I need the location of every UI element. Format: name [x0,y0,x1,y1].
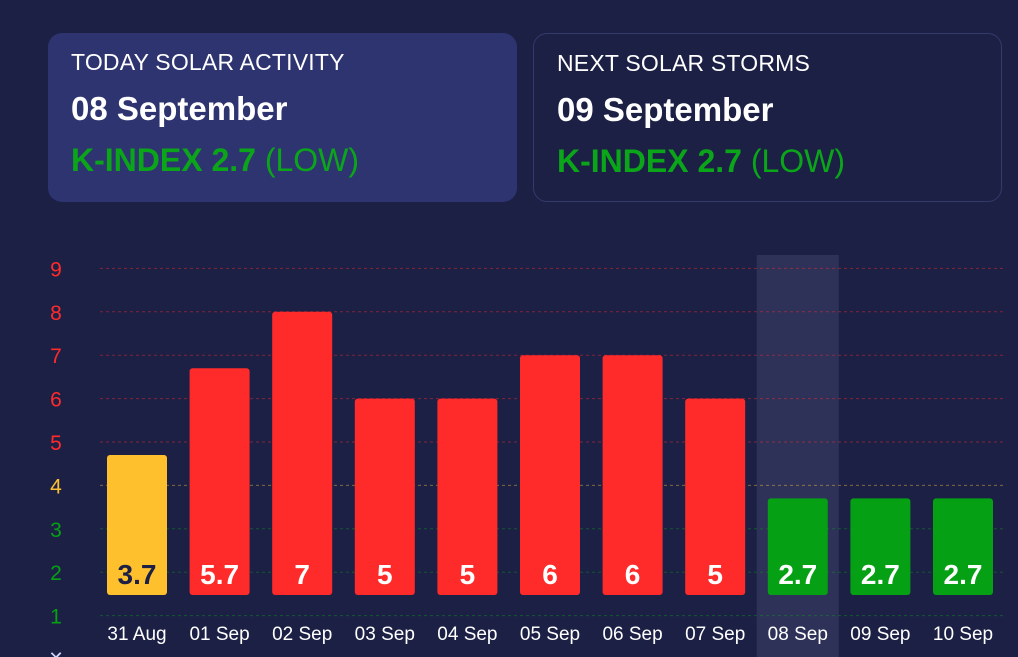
y-tick-5: 5 [50,432,62,455]
bar-4 [437,398,498,595]
bar-value-label-10: 2.7 [944,559,983,590]
highlight-band [756,255,839,657]
today-card-label: TODAY SOLAR ACTIVITY [71,49,345,75]
x-tick-label-7: 07 Sep [685,624,745,645]
today-kindex-level: (LOW) [264,142,360,178]
bar-8 [767,498,828,595]
next-kindex-level: (LOW) [750,143,846,179]
bar-9 [850,498,911,595]
x-tick-label-2: 02 Sep [272,624,332,645]
next-card-kindex: K-INDEX 2.7 (LOW) [557,143,1001,180]
bar-5 [520,355,580,595]
bar-0 [107,455,167,595]
bar-value-label-2: 7 [294,559,310,590]
y-tick-6: 6 [50,389,62,412]
bar-value-label-5: 6 [542,559,558,590]
bar-value-label-8: 2.7 [778,559,817,590]
y-tick-9: 9 [50,258,62,281]
x-tick-label-5: 05 Sep [520,624,580,645]
next-card-date: 09 September [557,91,774,128]
today-card-kindex: K-INDEX 2.7 (LOW) [71,142,517,179]
bar-3 [354,398,415,595]
next-card-label: NEXT SOLAR STORMS [557,50,811,76]
y-tick-4: 4 [50,475,62,498]
bar-value-label-6: 6 [625,559,641,590]
x-tick-label-1: 01 Sep [189,624,249,645]
x-tick-label-8: 08 Sep [768,624,828,645]
bar-value-label-1: 5.7 [200,559,239,590]
x-tick-label-0: 31 Aug [107,624,166,645]
bar-value-label-3: 5 [377,559,393,590]
bar-6 [602,355,663,595]
bar-1 [189,368,250,595]
y-tick-8: 8 [50,302,62,325]
x-tick-label-9: 09 Sep [850,624,910,645]
next-storms-card: NEXT SOLAR STORMS 09 September K-INDEX 2… [533,33,1002,202]
bar-7 [685,398,746,595]
bar-2 [272,311,333,595]
bar-value-label-9: 2.7 [861,559,900,590]
close-icon: ✕ [48,648,63,657]
bar-value-label-4: 5 [460,559,476,590]
y-tick-3: 3 [50,519,62,542]
next-kindex-value: K-INDEX 2.7 [557,143,742,179]
x-tick-label-6: 06 Sep [602,624,662,645]
x-tick-label-3: 03 Sep [355,624,415,645]
today-kindex-value: K-INDEX 2.7 [71,142,256,178]
y-tick-2: 2 [50,562,62,585]
today-activity-card: TODAY SOLAR ACTIVITY 08 September K-INDE… [48,33,517,202]
x-tick-label-10: 10 Sep [933,624,993,645]
today-card-date: 08 September [71,90,288,127]
y-tick-1: 1 [50,606,62,629]
bar-value-label-7: 5 [707,559,723,590]
y-tick-7: 7 [50,345,62,368]
bar-10 [933,498,993,595]
bar-value-label-0: 3.7 [118,559,157,590]
x-tick-label-4: 04 Sep [437,624,497,645]
